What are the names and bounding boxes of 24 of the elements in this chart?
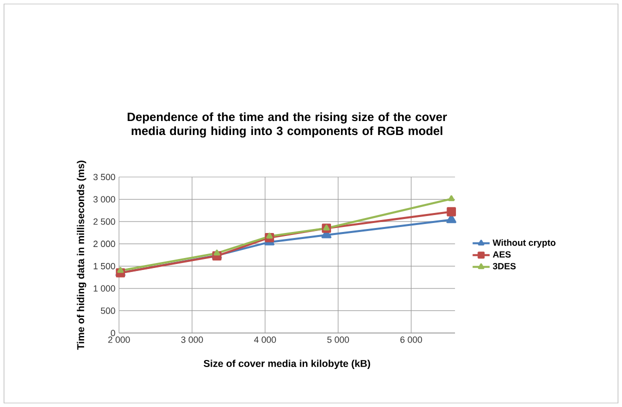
point — [448, 195, 455, 202]
legend-label: 3DES — [492, 262, 516, 270]
legend-label: AES — [492, 251, 511, 258]
y-tick-label: 3 000 — [93, 196, 116, 202]
point — [214, 250, 220, 256]
y-tick-label: 500 — [100, 308, 116, 314]
y-tick-label: 1 000 — [94, 285, 116, 292]
point — [266, 232, 273, 239]
legend-label: Without crypto — [492, 239, 556, 248]
point — [446, 207, 456, 216]
x-tick-label: 2 000 — [108, 336, 130, 343]
x-tick-label: 3 000 — [181, 336, 203, 343]
y-tick-label: 2 500 — [94, 218, 116, 225]
x-tick-label: 4 000 — [254, 336, 276, 343]
x-tick-label: 5 000 — [327, 336, 349, 343]
point — [117, 267, 124, 273]
y-axis-title: Time of hiding data in milliseconds (ms) — [76, 160, 86, 350]
y-tick-label: 1 500 — [94, 262, 116, 270]
x-tick-label: 6 000 — [400, 336, 422, 343]
x-axis-title: Size of cover media in kilobyte (kB) — [204, 360, 370, 369]
y-tick-label: 0 — [110, 330, 116, 336]
chart-title: Dependence of the time and the rising size of the cover media during hiding into 3 components of RGB model — [128, 112, 447, 138]
y-tick-label: 2 000 — [94, 240, 116, 248]
y-tick-label: 3 500 — [93, 174, 116, 180]
